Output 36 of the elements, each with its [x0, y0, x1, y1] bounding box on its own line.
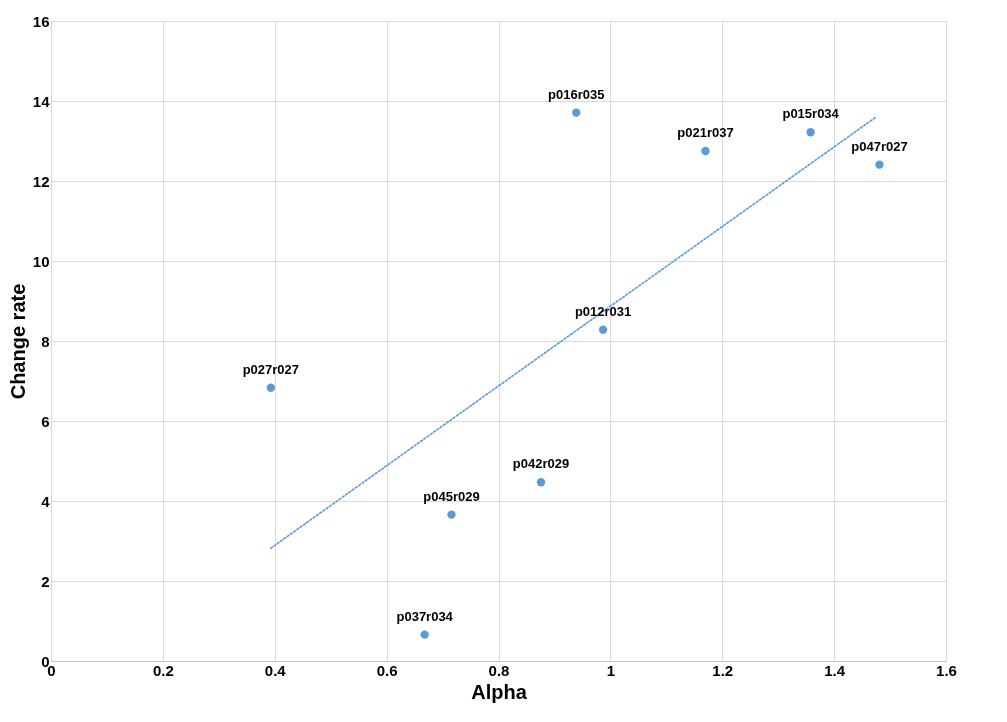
- point: [806, 128, 815, 137]
- y-tick-label: 8: [41, 332, 50, 350]
- x-tick-label: 0.2: [152, 661, 174, 679]
- y-tick-label: 10: [32, 252, 50, 270]
- point: [572, 108, 581, 117]
- annotation: p042r029: [512, 456, 570, 472]
- annotation: p012r031: [574, 303, 632, 319]
- annotation: p027r027: [242, 361, 300, 377]
- x-axis-title: Alpha: [471, 680, 528, 703]
- point: [701, 146, 710, 156]
- annotation: p047r027: [851, 138, 908, 154]
- y-tick-label: 2: [41, 572, 50, 590]
- x-tick-label: 0.8: [488, 661, 510, 679]
- x-tick-label: 1.6: [936, 661, 957, 679]
- point: [447, 510, 456, 519]
- annotation: p037r034: [396, 608, 454, 624]
- y-tick-label: 16: [32, 12, 50, 30]
- point: [420, 630, 429, 639]
- annotation: p045r029: [423, 488, 480, 504]
- y-tick-label: 12: [32, 172, 50, 190]
- annotation: p015r034: [782, 106, 840, 122]
- point: [536, 478, 546, 487]
- x-tick-label: 0.6: [376, 661, 398, 679]
- x-tick-label: 1.4: [824, 661, 846, 679]
- point: [875, 160, 884, 169]
- y-axis-title: Change rate: [6, 283, 29, 400]
- y-tick-label: 14: [32, 92, 51, 110]
- x-tick-label: 1.2: [712, 661, 734, 679]
- annotation: p016r035: [548, 86, 605, 102]
- y-tick-label: 4: [41, 492, 51, 510]
- x-tick-label: 1: [606, 661, 616, 679]
- x-tick-label: 0.4: [264, 661, 287, 679]
- y-tick-label: 6: [41, 412, 50, 430]
- annotation: p021r037: [677, 125, 734, 140]
- point: [266, 383, 276, 392]
- point: [598, 325, 608, 334]
